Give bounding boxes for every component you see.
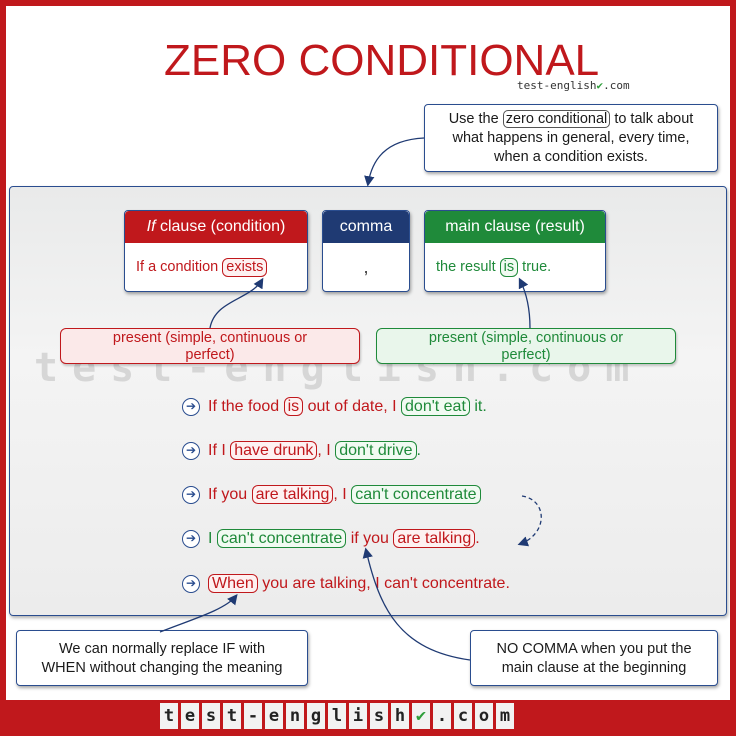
arrow-right-circle-icon: ➔ (182, 398, 200, 416)
main-clause-body: the result is true. (436, 258, 552, 277)
footer-bar (0, 700, 736, 736)
example-3: ➔ If you are talking, I can't concentrate (182, 485, 481, 504)
brand-suffix: .com (603, 79, 630, 92)
example-2: ➔ If I have drunk, I don't drive. (182, 441, 421, 460)
note-definition-line1: Use the zero conditional to talk about (448, 110, 694, 128)
footer-brand-logo: t e s t - e n g l i s h ✔ . c o m (160, 703, 514, 729)
if-clause-box: If clause (condition) If a condition exi… (124, 210, 308, 292)
page-title: ZERO CONDITIONAL (164, 36, 600, 85)
note-definition-line3: when a condition exists. (494, 149, 648, 165)
if-clause-body: If a condition exists (125, 243, 307, 292)
main-clause-tense-note: present (simple, continuous or perfect) (376, 328, 676, 364)
note-definition: Use the zero conditional to talk about w… (424, 104, 718, 172)
note-definition-line2: what happens in general, every time, (452, 130, 690, 146)
if-clause-header: If clause (condition) (125, 211, 307, 243)
arrow-right-circle-icon: ➔ (182, 575, 200, 593)
example-5: ➔ When you are talking, I can't concentra… (182, 574, 510, 593)
note-when-replacement: We can normally replace IF with WHEN wit… (16, 630, 308, 686)
is-tag: is (499, 258, 519, 277)
example-1: ➔ If the food is out of date, I don't eat… (182, 397, 487, 416)
arrow-right-circle-icon: ➔ (182, 486, 200, 504)
if-clause-tense-note: present (simple, continuous or perfect) (60, 328, 360, 364)
arrow-right-circle-icon: ➔ (182, 442, 200, 460)
comma-body: , (363, 257, 369, 277)
arrow-right-circle-icon: ➔ (182, 530, 200, 548)
comma-header: comma (323, 211, 409, 243)
check-icon: ✔ (412, 703, 430, 729)
brand-text: test-english (517, 79, 597, 92)
main-clause-box: main clause (result) the result is true. (424, 210, 606, 292)
brand-logo-small: test-english✔.com (517, 79, 630, 92)
note-no-comma: NO COMMA when you put the main clause at… (470, 630, 718, 686)
exists-tag: exists (222, 258, 268, 277)
check-icon: ✔ (596, 79, 604, 92)
main-clause-header: main clause (result) (425, 211, 605, 243)
comma-box: comma , (322, 210, 410, 292)
zero-conditional-tag: zero conditional (502, 110, 611, 128)
example-4: ➔ I can't concentrate if you are talking. (182, 529, 480, 548)
